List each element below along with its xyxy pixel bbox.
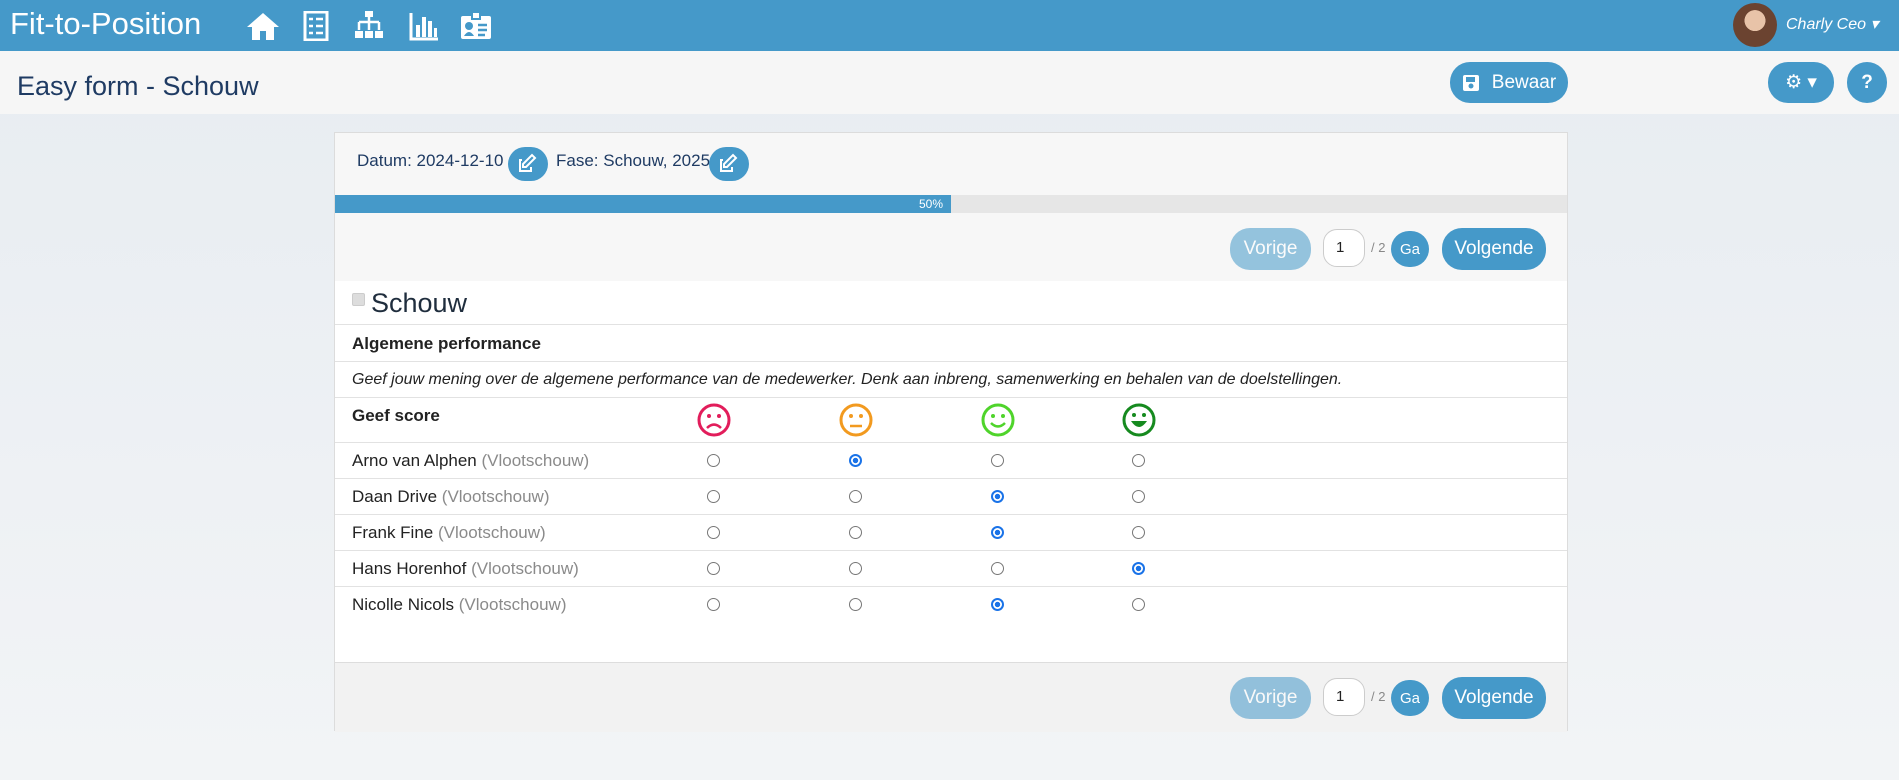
person-name: Hans Horenhof — [352, 559, 467, 578]
person-name: Nicolle Nicols — [352, 595, 455, 614]
org-icon[interactable] — [354, 11, 384, 41]
score-radio[interactable] — [849, 598, 862, 611]
pager: Vorige 1 / 2 Ga Volgende — [335, 662, 1567, 732]
person-row: Daan Drive (Vlootschouw) — [335, 478, 1567, 514]
score-radio[interactable] — [1132, 598, 1145, 611]
card-icon[interactable] — [460, 11, 492, 41]
score-radio[interactable] — [849, 490, 862, 503]
question-title-row: Algemene performance — [335, 324, 1567, 361]
help-button[interactable]: ? — [1847, 62, 1887, 103]
page-total: / 2 — [1371, 689, 1386, 704]
next-button[interactable]: Volgende — [1442, 677, 1546, 719]
score-icon-very-happy — [1122, 403, 1156, 437]
score-radio[interactable] — [849, 526, 862, 539]
person-name: Daan Drive — [352, 487, 438, 506]
person-name: Arno van Alphen — [352, 451, 477, 470]
score-icon-sad — [697, 403, 731, 437]
score-radio[interactable] — [1132, 454, 1145, 467]
pager: Vorige 1 / 2 Ga Volgende — [335, 214, 1567, 283]
question-description: Geef jouw mening over de algemene perfor… — [352, 371, 1343, 388]
score-label: Geef score — [352, 406, 440, 425]
avatar[interactable] — [1733, 3, 1777, 47]
chart-icon[interactable] — [409, 11, 439, 41]
page-input[interactable]: 1 — [1323, 229, 1365, 267]
score-radio[interactable] — [1132, 490, 1145, 503]
user-menu[interactable]: Charly Ceo ▾ — [1786, 16, 1879, 33]
score-radio[interactable] — [991, 526, 1004, 539]
person-team: (Vlootschouw) — [471, 559, 579, 578]
person-row: Arno van Alphen (Vlootschouw) — [335, 442, 1567, 478]
score-radio[interactable] — [707, 526, 720, 539]
prev-button[interactable]: Vorige — [1230, 228, 1311, 270]
person-row: Frank Fine (Vlootschouw) — [335, 514, 1567, 550]
page-header: Easy form - Schouw Bewaar ⚙ ▾ ? — [0, 51, 1899, 114]
page-title: Easy form - Schouw — [17, 71, 259, 101]
go-button[interactable]: Ga — [1391, 680, 1429, 716]
form-body: Schouw Algemene performance Geef jouw me… — [335, 281, 1567, 662]
description-row: Geef jouw mening over de algemene perfor… — [335, 361, 1567, 397]
score-icon-neutral — [839, 403, 873, 437]
person: Arno van Alphen (Vlootschouw) — [352, 451, 589, 471]
person-team: (Vlootschouw) — [481, 451, 590, 470]
person: Frank Fine (Vlootschouw) — [352, 523, 546, 543]
person: Nicolle Nicols (Vlootschouw) — [352, 595, 566, 615]
prev-button[interactable]: Vorige — [1230, 677, 1311, 719]
home-icon[interactable] — [246, 11, 280, 41]
page-total: / 2 — [1371, 240, 1386, 255]
person-name: Frank Fine — [352, 523, 434, 542]
person-row: Hans Horenhof (Vlootschouw) — [335, 550, 1567, 586]
person: Hans Horenhof (Vlootschouw) — [352, 559, 579, 579]
question-title: Algemene performance — [352, 334, 541, 353]
progress-track: 50% — [335, 195, 1567, 213]
form-phase: Fase: Schouw, 2025 — [556, 151, 711, 170]
save-icon — [1462, 74, 1479, 91]
go-button[interactable]: Ga — [1391, 231, 1429, 267]
user-name[interactable]: Charly Ceo — [1786, 16, 1867, 33]
score-radio[interactable] — [991, 562, 1004, 575]
score-radio[interactable] — [1132, 562, 1145, 575]
edit-date-button[interactable] — [508, 147, 548, 181]
form-date: Datum: 2024-12-10 — [357, 151, 504, 170]
next-button[interactable]: Volgende — [1442, 228, 1546, 270]
page-input[interactable]: 1 — [1323, 678, 1365, 716]
save-label[interactable]: Bewaar — [1491, 71, 1557, 93]
score-radio[interactable] — [991, 490, 1004, 503]
edit-phase-button[interactable] — [709, 147, 749, 181]
settings-button[interactable]: ⚙ ▾ — [1768, 62, 1834, 103]
score-radio[interactable] — [991, 454, 1004, 467]
score-radio[interactable] — [849, 562, 862, 575]
list-icon[interactable] — [303, 11, 329, 41]
score-icon-happy — [981, 403, 1015, 437]
score-radio[interactable] — [707, 454, 720, 467]
form-panel: Datum: 2024-12-10 Fase: Schouw, 2025 50%… — [334, 132, 1568, 732]
score-radio[interactable] — [707, 598, 720, 611]
score-radio[interactable] — [707, 490, 720, 503]
person-team: (Vlootschouw) — [437, 523, 546, 542]
score-header-row: Geef score — [335, 397, 1567, 442]
score-radio[interactable] — [1132, 526, 1145, 539]
person-team: (Vlootschouw) — [441, 487, 550, 506]
person-row: Nicolle Nicols (Vlootschouw) — [335, 586, 1567, 622]
person: Daan Drive (Vlootschouw) — [352, 487, 550, 507]
collapse-toggle[interactable] — [352, 293, 365, 306]
brand[interactable]: Fit-to-Position — [10, 6, 202, 41]
navbar: Fit-to-Position Charly Ceo ▾ — [0, 0, 1899, 51]
save-button[interactable]: Bewaar — [1450, 62, 1568, 103]
progress-bar: 50% — [335, 195, 951, 213]
score-radio[interactable] — [991, 598, 1004, 611]
person-team: (Vlootschouw) — [458, 595, 567, 614]
score-radio[interactable] — [849, 454, 862, 467]
score-radio[interactable] — [707, 562, 720, 575]
section-title: Schouw — [371, 288, 468, 318]
